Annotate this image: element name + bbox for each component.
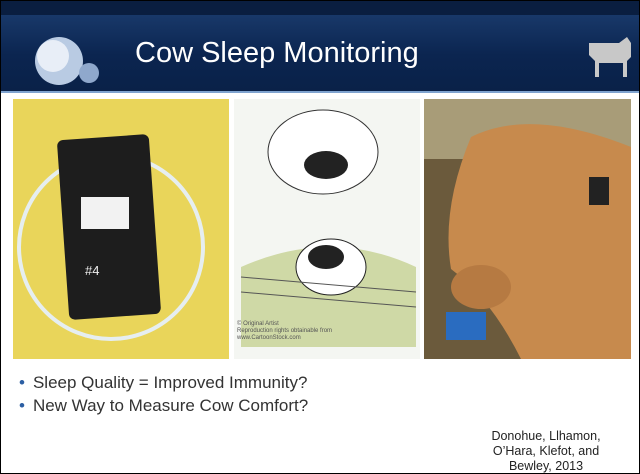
citation-line: Donohue, Llhamon, — [491, 429, 601, 443]
cow-silhouette — [589, 37, 631, 77]
cartoon-credit: © Original Artist — [237, 320, 279, 327]
device-label: #4 — [85, 263, 99, 278]
logo-small-globe — [79, 63, 99, 83]
cartoon: © Original Artist Reproduction rights ob… — [234, 99, 420, 359]
header: Cow Sleep Monitoring — [1, 1, 639, 93]
slide-title: Cow Sleep Monitoring — [135, 37, 419, 69]
cartoon-credit: Reproduction rights obtainable from — [237, 328, 332, 334]
images: #4 © Original Artist Reproduction rights… — [13, 99, 631, 359]
citation-line: Bewley, 2013 — [508, 459, 584, 473]
bullet-list: Sleep Quality = Improved Immunity? New W… — [19, 373, 308, 419]
citation-line: O’Hara, Klefot, and — [492, 444, 600, 458]
cow-photo — [424, 99, 631, 359]
bullet: New Way to Measure Cow Comfort? — [19, 396, 308, 416]
citation: Donohue, Llhamon, O’Hara, Klefot, and Be… — [471, 429, 621, 473]
header-art — [1, 1, 639, 85]
sensor-photo: #4 — [13, 99, 229, 359]
logo-highlight — [37, 40, 69, 72]
cartoon-credit: www.CartoonStock.com — [236, 335, 301, 341]
bullet: Sleep Quality = Improved Immunity? — [19, 373, 308, 393]
top-band — [1, 1, 639, 15]
